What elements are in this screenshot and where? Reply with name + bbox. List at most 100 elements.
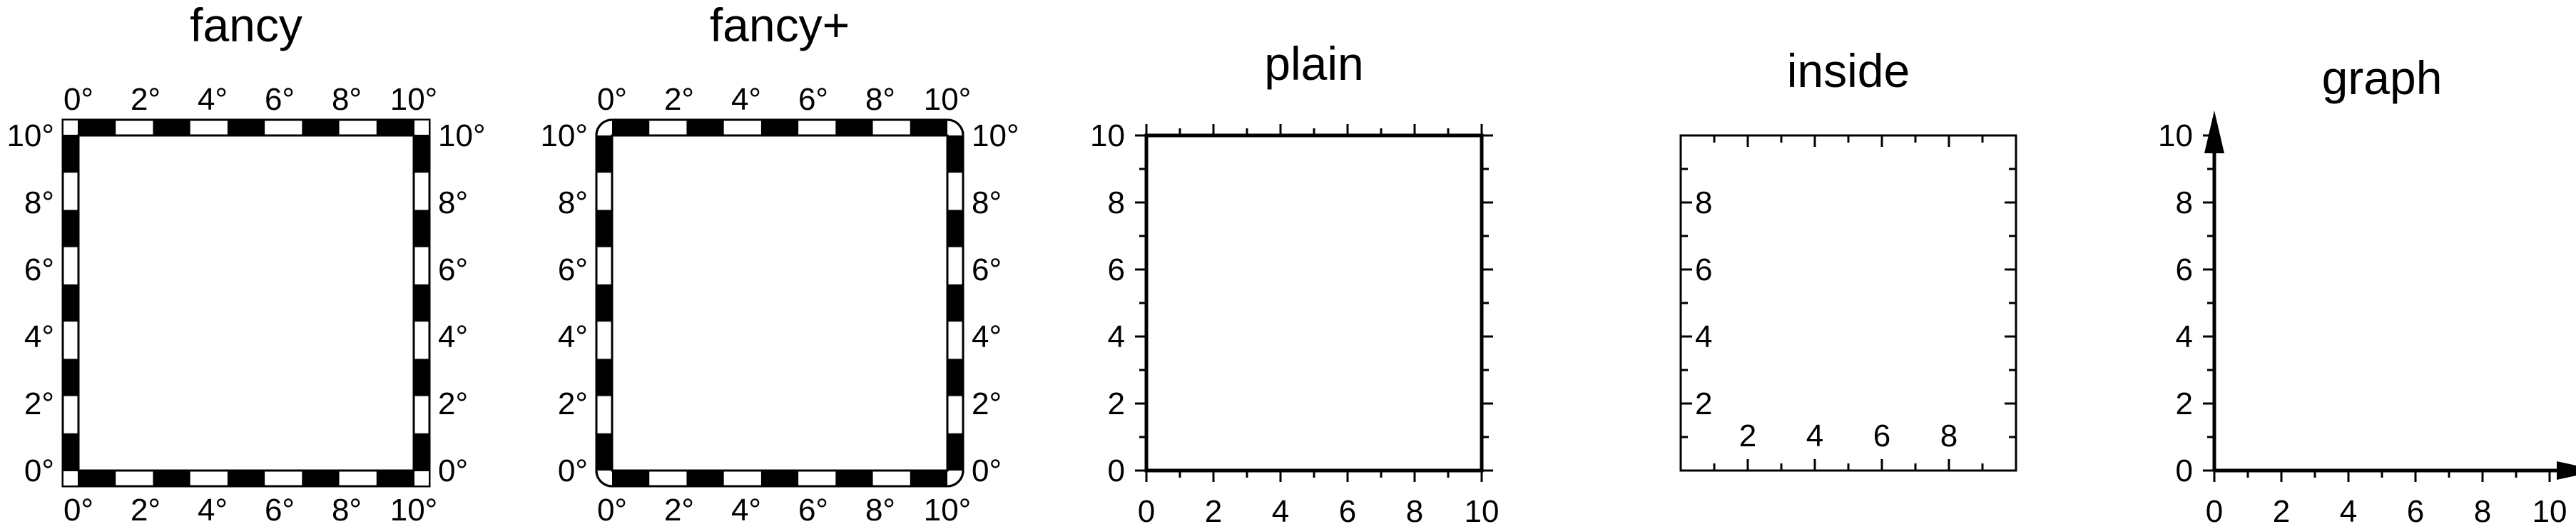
frame-segment (414, 135, 429, 173)
frame-segment (153, 471, 190, 486)
frame-segment (302, 471, 340, 486)
x-tick-label-top: 8° (865, 82, 895, 117)
frame-corner (62, 119, 79, 136)
y-tick-label: 10 (1090, 118, 1125, 153)
y-tick-label-left: 4° (558, 319, 588, 354)
frame-segment (414, 284, 429, 322)
x-tick-label-bottom: 2° (131, 493, 161, 528)
x-tick-label-top: 6° (265, 82, 295, 117)
frame-segment (835, 471, 873, 486)
x-tick-label-bottom: 8° (865, 493, 895, 528)
y-tick-label-right: 10° (438, 118, 486, 153)
panel-title: inside (1787, 44, 1910, 97)
frame-segment (227, 471, 265, 486)
x-tick-label: 2 (1205, 494, 1222, 529)
panel-inside: inside 22 4 4 6 6 8 8 (1679, 44, 2017, 472)
x-tick-label: 4 (1806, 418, 1823, 453)
y-tick-label: 8 (1108, 185, 1125, 220)
y-tick-label-right: 4° (972, 319, 1002, 354)
x-tick-label-bottom: 2° (664, 493, 694, 528)
y-tick-label-left: 4° (24, 319, 54, 354)
y-tick-label-left: 6° (24, 252, 54, 287)
x-tick-label-bottom: 0° (597, 493, 627, 528)
x-tick-label-bottom: 4° (731, 493, 761, 528)
frame-segment (78, 120, 116, 135)
frame-segment (414, 210, 429, 247)
y-tick-label: 8 (2176, 185, 2193, 220)
plot-area (77, 134, 415, 472)
panel-title: fancy+ (710, 0, 850, 51)
x-tick-label: 8 (1406, 494, 1423, 529)
plot-area (1144, 133, 1484, 473)
x-tick-label: 8 (2474, 494, 2491, 529)
x-tick-label: 10 (1465, 494, 1500, 529)
y-tick-label-left: 10° (540, 118, 588, 153)
y-tick-label: 2 (1108, 386, 1125, 421)
x-tick-label: 0 (1138, 494, 1155, 529)
y-tick-label-left: 2° (24, 386, 54, 421)
x-tick-label-top: 10° (924, 82, 972, 117)
frame-segment (376, 471, 414, 486)
y-tick-label: 0 (2176, 453, 2193, 488)
y-tick-label: 2 (1695, 386, 1712, 421)
x-tick-label-top: 6° (798, 82, 828, 117)
y-tick-label: 4 (1108, 319, 1125, 354)
frame-segment (63, 359, 78, 396)
y-tick-label-right: 0° (972, 453, 1002, 488)
y-tick-label-right: 6° (438, 252, 468, 287)
frame-corner (413, 470, 430, 487)
plot-area (1679, 134, 2017, 472)
frame-segment (612, 120, 650, 135)
y-tick-label-right: 4° (438, 319, 468, 354)
y-tick-label-right: 10° (972, 118, 1019, 153)
panel-plain: plain 00 2 2 4 4 6 6 8 8 10 10 (1090, 37, 1499, 529)
frame-segment (947, 135, 963, 173)
frame-corner (413, 119, 430, 136)
y-tick-label: 4 (1695, 319, 1712, 354)
x-axis-arrow-icon (2557, 461, 2576, 480)
frame-segment (63, 433, 78, 471)
x-tick-label-bottom: 8° (332, 493, 362, 528)
y-tick-label: 2 (2176, 386, 2193, 421)
y-tick-label: 10 (2158, 118, 2193, 153)
y-tick-label-left: 8° (558, 185, 588, 220)
y-tick-label-left: 10° (6, 118, 54, 153)
frame-segment (596, 433, 612, 471)
x-tick-label: 8 (1940, 418, 1958, 453)
y-tick-label-left: 2° (558, 386, 588, 421)
frame-outer-outline (595, 118, 964, 488)
x-tick-label-top: 0° (597, 82, 627, 117)
panel-title: fancy (190, 0, 302, 51)
panel-title: plain (1264, 37, 1363, 90)
x-tick-label: 10 (2532, 494, 2567, 529)
x-tick-label: 2 (2273, 494, 2290, 529)
y-axis-arrow-icon (2204, 111, 2224, 153)
x-tick-label: 6 (2407, 494, 2424, 529)
frame-segment (947, 433, 963, 471)
panel-title: graph (2322, 51, 2443, 104)
frame-segment (227, 120, 265, 135)
y-tick-label-right: 8° (438, 185, 468, 220)
frame-segment (302, 120, 340, 135)
frame-segment (835, 120, 873, 135)
x-tick-label: 4 (1272, 494, 1289, 529)
plot-area (611, 134, 949, 472)
x-tick-label: 6 (1339, 494, 1356, 529)
panel-fancy: fancy 0° 0° 0° 0° 2° 2° 2° 2° 4° 4° 4° 4° 6° 6° 6° 6° 8° 8… (6, 0, 485, 528)
frame-segment (947, 284, 963, 322)
x-tick-label-top: 2° (664, 82, 694, 117)
x-tick-label-bottom: 10° (390, 493, 438, 528)
x-tick-label-top: 0° (63, 82, 93, 117)
y-tick-label: 8 (1695, 185, 1712, 220)
y-tick-label-left: 8° (24, 185, 54, 220)
frame-corner (62, 470, 79, 487)
y-tick-label-right: 8° (972, 185, 1002, 220)
frame-segment (414, 359, 429, 396)
frame-segment (376, 120, 414, 135)
frame-segment (63, 210, 78, 247)
x-tick-label-bottom: 4° (198, 493, 228, 528)
x-tick-label-top: 4° (198, 82, 228, 117)
panel-graph: graph 00 2 2 4 4 6 6 8 8 10 10 (2158, 51, 2576, 529)
x-tick-label-top: 2° (131, 82, 161, 117)
